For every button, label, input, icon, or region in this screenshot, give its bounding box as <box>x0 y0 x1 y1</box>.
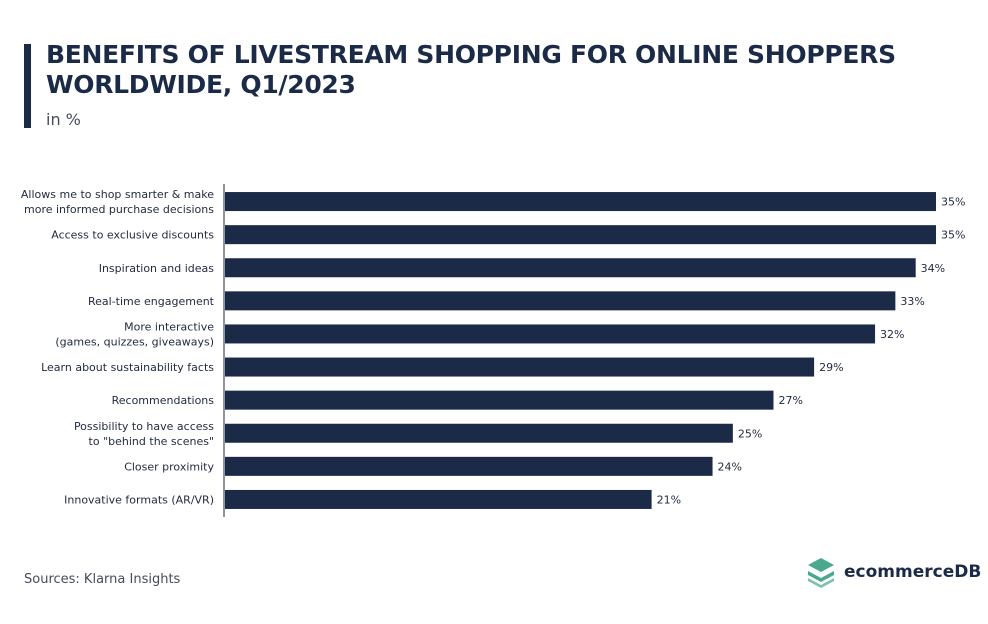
bar <box>225 390 774 410</box>
category-label-line: Innovative formats (AR/VR) <box>64 493 214 506</box>
bar <box>225 489 652 509</box>
category-label-line: Learn about sustainability facts <box>41 361 214 374</box>
category-label: Inspiration and ideas <box>99 262 215 275</box>
value-label: 35% <box>941 196 965 209</box>
value-label: 24% <box>718 460 742 473</box>
category-label-line: More interactive <box>124 320 214 333</box>
bar <box>225 357 815 377</box>
value-label: 33% <box>900 295 924 308</box>
category-label-line: more informed purchase decisions <box>24 203 214 216</box>
category-label-line: (games, quizzes, giveaways) <box>55 335 214 348</box>
category-label: Real-time engagement <box>88 295 215 308</box>
value-label: 29% <box>819 361 843 374</box>
bar <box>225 225 936 245</box>
bar <box>225 456 713 476</box>
value-label: 34% <box>921 262 945 275</box>
brand-name: ecommerceDB <box>844 562 982 582</box>
category-label-line: Inspiration and ideas <box>99 262 215 275</box>
category-label-line: Recommendations <box>112 394 215 407</box>
bar <box>225 258 916 278</box>
category-label-line: Possibility to have access <box>74 420 214 433</box>
value-label: 21% <box>657 493 681 506</box>
bar <box>225 423 733 443</box>
ecommercedb-logo-icon <box>808 558 834 588</box>
category-label-line: Closer proximity <box>124 460 214 473</box>
category-label: Innovative formats (AR/VR) <box>64 493 214 506</box>
value-label: 27% <box>778 394 802 407</box>
brand-logo: ecommerceDB <box>806 556 981 588</box>
category-label: Possibility to have access to "behind the… <box>74 420 214 448</box>
chart-title: BENEFITS OF LIVESTREAM SHOPPING FOR ONLI… <box>46 40 896 99</box>
category-label: Allows me to shop smarter & make more inf… <box>21 188 214 216</box>
category-label: Learn about sustainability facts <box>41 361 214 374</box>
category-label: Access to exclusive discounts <box>51 229 214 242</box>
bar <box>225 291 896 311</box>
bar <box>225 324 876 344</box>
category-label-line: Real-time engagement <box>88 295 215 308</box>
bar <box>225 192 936 212</box>
category-label: More interactive (games, quizzes, giveawa… <box>55 320 214 348</box>
bar-chart: 35% Allows me to shop smarter & make more … <box>21 184 965 517</box>
category-label-line: to "behind the scenes" <box>89 435 214 448</box>
value-label: 25% <box>738 427 762 440</box>
category-label-line: Access to exclusive discounts <box>51 229 214 242</box>
category-label-line: Allows me to shop smarter & make <box>21 188 214 201</box>
chart-subtitle: in % <box>46 110 81 129</box>
source-note: Sources: Klarna Insights <box>24 572 181 587</box>
title-accent-bar <box>24 44 31 128</box>
value-label: 35% <box>941 229 965 242</box>
value-label: 32% <box>880 328 904 341</box>
category-label: Recommendations <box>112 394 215 407</box>
category-label: Closer proximity <box>124 460 214 473</box>
